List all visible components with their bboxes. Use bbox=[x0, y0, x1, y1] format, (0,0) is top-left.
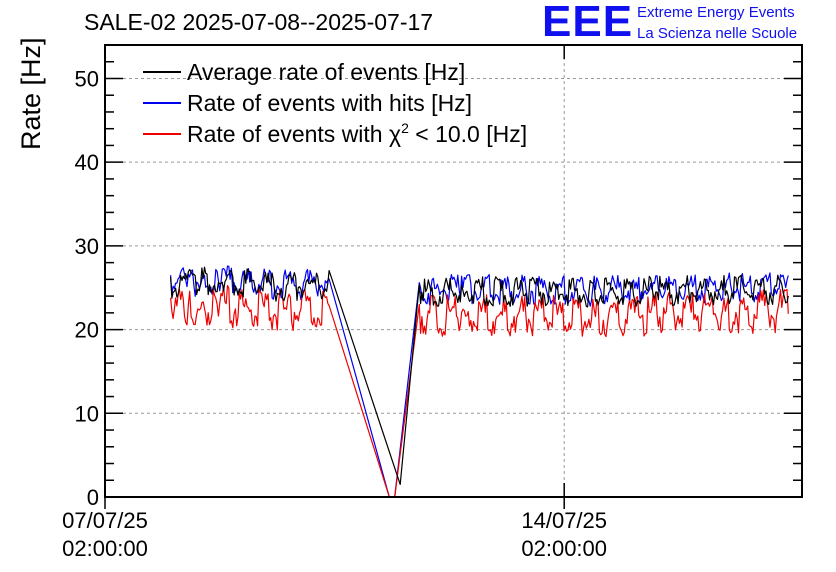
x-tick-label-time: 02:00:00 bbox=[62, 536, 148, 561]
x-tick-label-time: 02:00:00 bbox=[521, 536, 607, 561]
legend: Average rate of events [Hz] Rate of event… bbox=[143, 59, 527, 147]
series-group bbox=[170, 265, 789, 498]
chart-title: SALE-02 2025-07-08--2025-07-17 bbox=[84, 9, 434, 35]
y-tick-label: 0 bbox=[87, 485, 99, 510]
legend-label: Rate of events with χ2 < 10.0 [Hz] bbox=[187, 120, 527, 147]
y-tick-label: 20 bbox=[75, 318, 99, 343]
y-tick-label: 30 bbox=[75, 234, 99, 259]
y-tick-label: 50 bbox=[75, 66, 99, 91]
x-tick-label-date: 14/07/25 bbox=[521, 508, 607, 533]
logo-line-2: La Scienza nelle Scuole bbox=[637, 25, 798, 42]
grid-lines bbox=[104, 45, 802, 497]
series-line bbox=[170, 284, 789, 498]
plot-frame bbox=[104, 44, 803, 498]
x-tick-label-date: 07/07/25 bbox=[62, 508, 148, 533]
legend-label: Average rate of events [Hz] bbox=[187, 59, 465, 85]
eee-logo-mark: EEE bbox=[542, 0, 634, 46]
logo-line-1: Extreme Energy Events bbox=[637, 4, 795, 21]
y-tick-label: 40 bbox=[75, 150, 99, 175]
legend-label: Rate of events with hits [Hz] bbox=[187, 90, 472, 116]
series-line bbox=[170, 266, 789, 485]
y-tick-label: 10 bbox=[75, 401, 99, 426]
axis-ticks: 0 10 20 30 40 50 07/07/25 02:00:00 14/07/25 02:00… bbox=[62, 44, 802, 561]
